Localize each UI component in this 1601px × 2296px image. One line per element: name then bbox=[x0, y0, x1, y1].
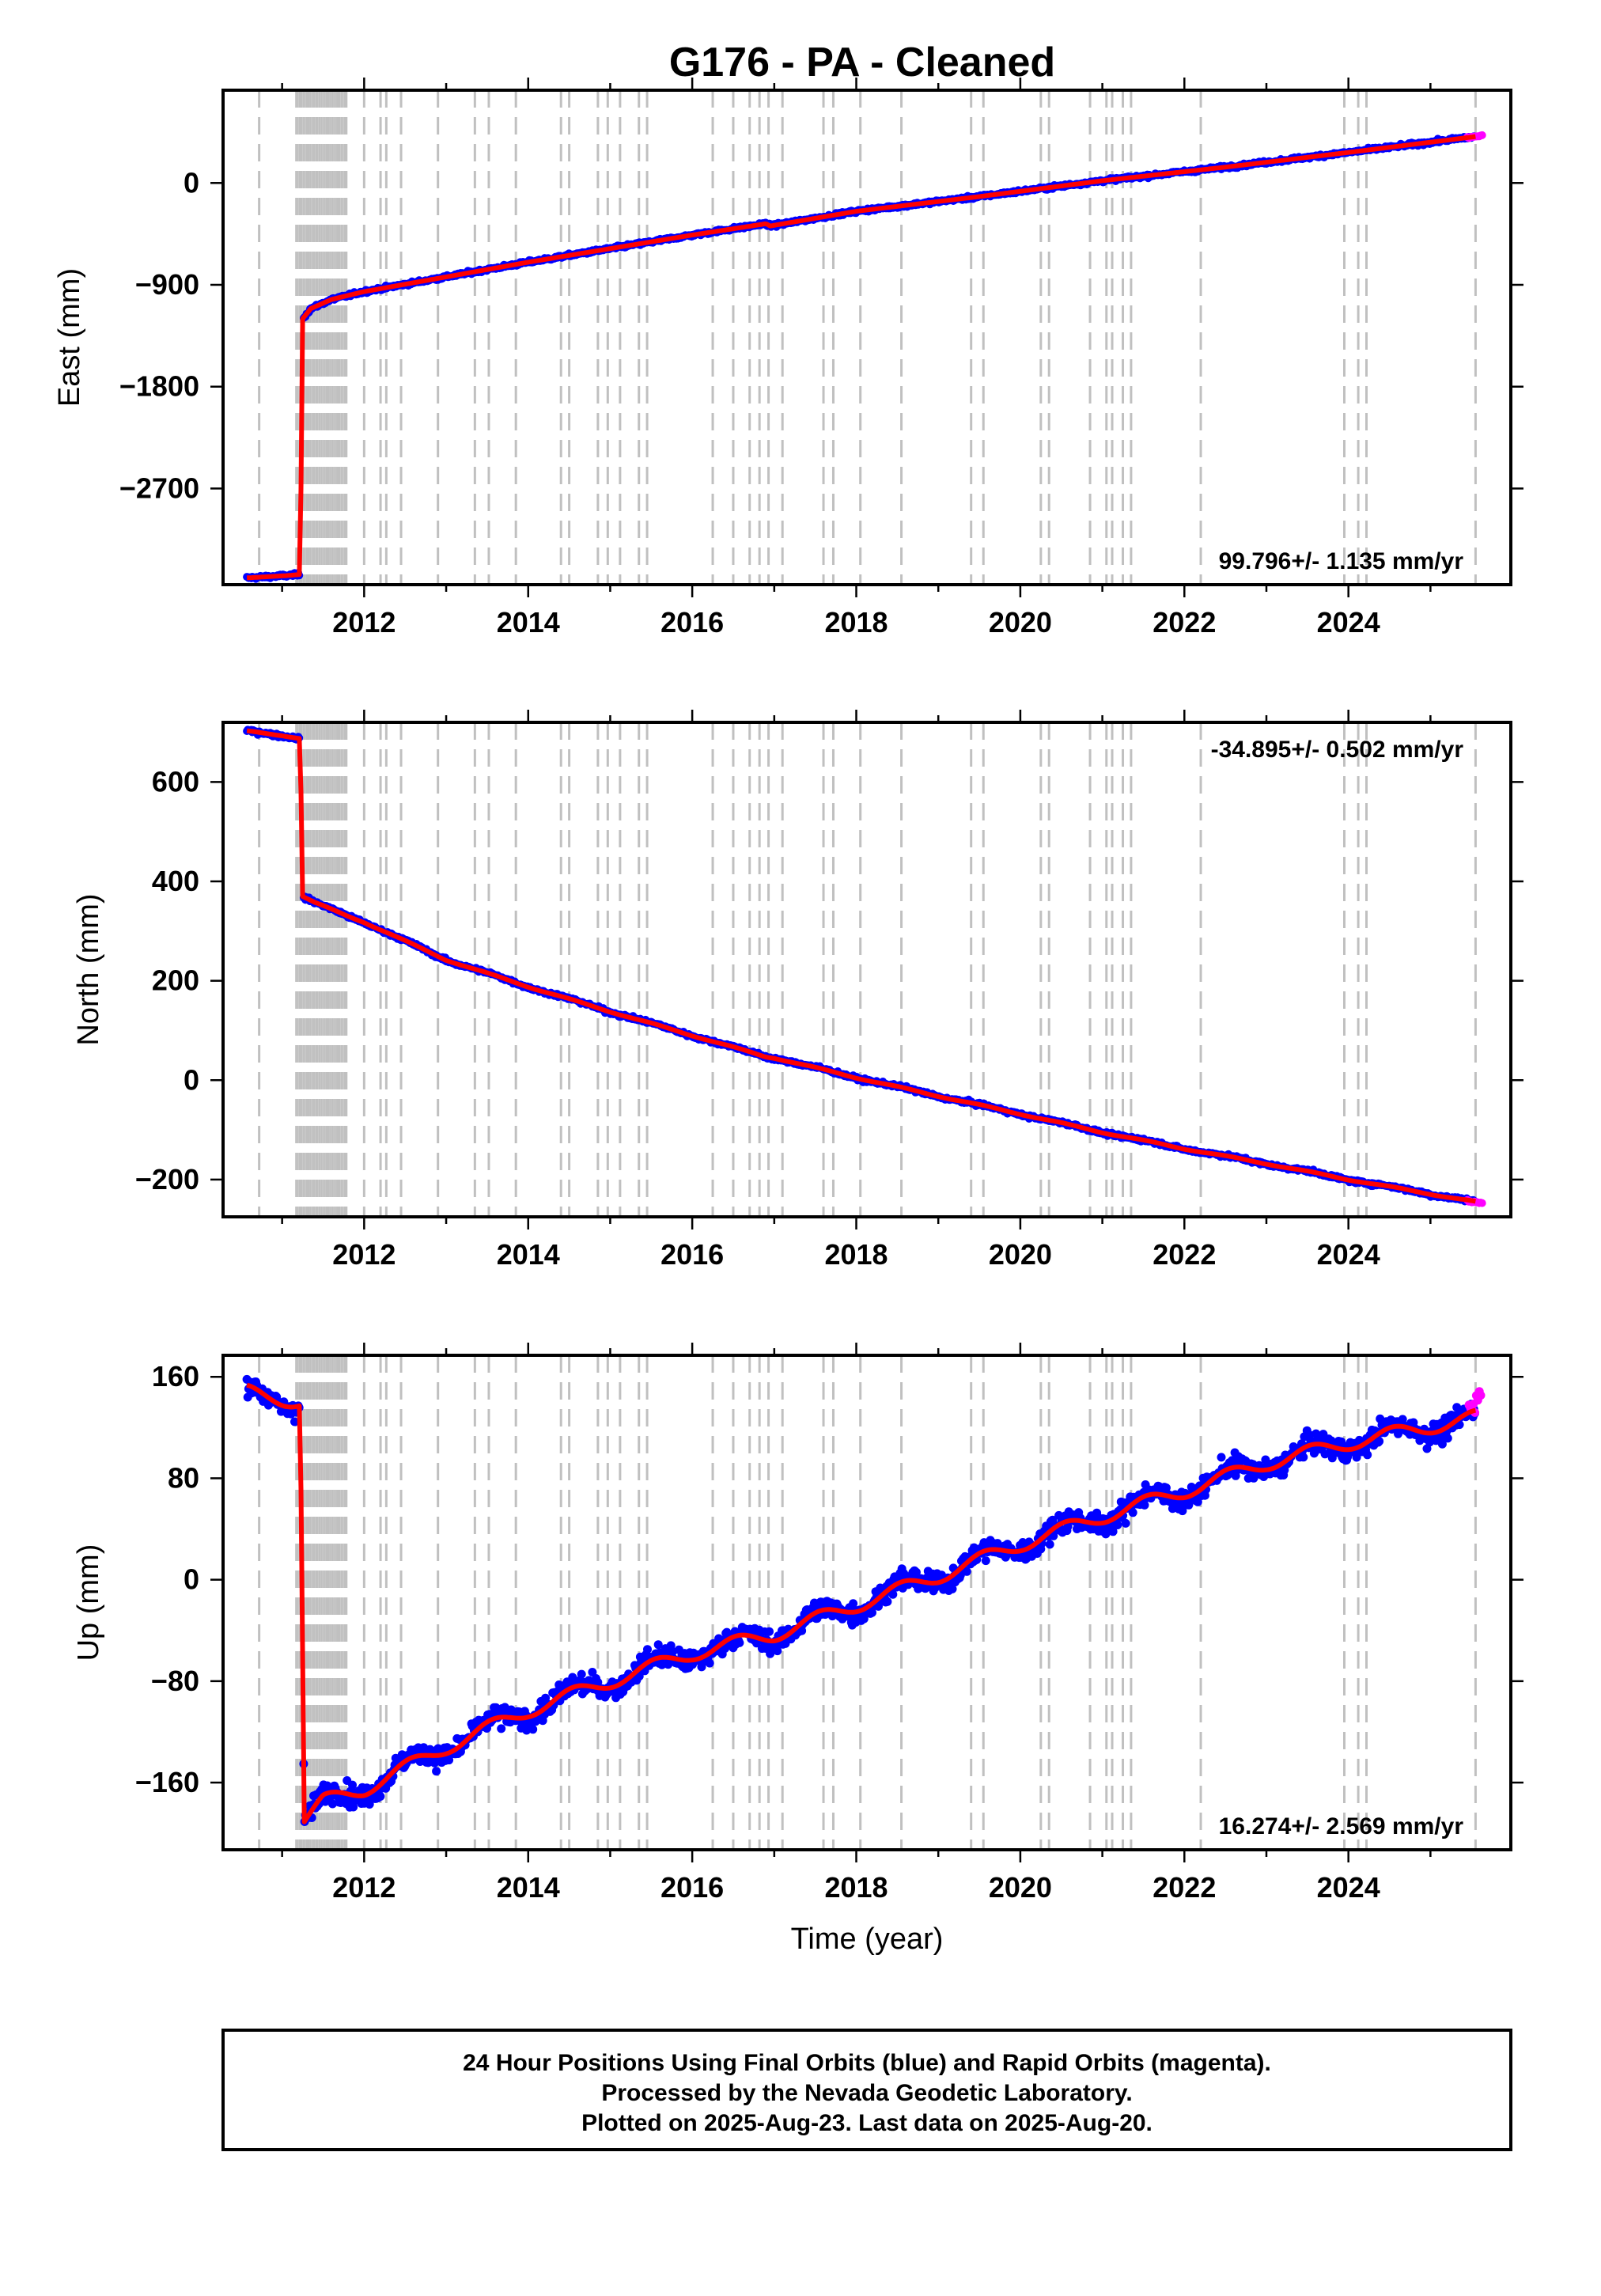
footer-line-2: Processed by the Nevada Geodetic Laborat… bbox=[601, 2080, 1132, 2106]
x-tick-label: 2014 bbox=[497, 1238, 560, 1271]
x-tick-label: 2022 bbox=[1152, 606, 1216, 638]
x-tick-label: 2012 bbox=[332, 1871, 396, 1904]
model-fit-line bbox=[246, 728, 1477, 1204]
y-axis-label: East (mm) bbox=[53, 268, 86, 407]
x-axis-label: Time (year) bbox=[791, 1923, 944, 1956]
y-tick-label: −2700 bbox=[119, 472, 199, 504]
y-tick-label: 0 bbox=[184, 1063, 199, 1096]
y-tick-label: 0 bbox=[184, 1563, 199, 1596]
x-tick-label: 2020 bbox=[989, 1238, 1052, 1271]
data-point bbox=[981, 1556, 990, 1566]
data-point bbox=[348, 1780, 357, 1790]
plot-frame bbox=[221, 721, 1512, 1218]
plot-area bbox=[243, 90, 1486, 585]
event-lines bbox=[258, 1355, 1477, 1850]
x-tick-label: 2018 bbox=[824, 1238, 888, 1271]
x-tick-label: 2016 bbox=[660, 606, 724, 638]
y-tick-label: −1800 bbox=[119, 370, 199, 403]
x-tick-label: 2024 bbox=[1317, 1871, 1380, 1904]
data-point bbox=[883, 1597, 892, 1606]
east-panel: 2012 2014 2016 2018 2020 2022 2024 0 −900 −1800 −2… bbox=[53, 78, 1523, 638]
rate-annotation: 16.274+/- 2.569 mm/yr bbox=[1219, 1813, 1464, 1839]
data-point bbox=[290, 1417, 299, 1426]
plot-area bbox=[243, 722, 1486, 1217]
data-point bbox=[1299, 1453, 1308, 1462]
y-tick-label: −80 bbox=[151, 1665, 199, 1697]
rate-annotation: -34.895+/- 0.502 mm/yr bbox=[1211, 737, 1464, 763]
x-tick-label: 2024 bbox=[1317, 1238, 1380, 1271]
data-point bbox=[1478, 1199, 1486, 1207]
x-tick-label: 2024 bbox=[1317, 606, 1380, 638]
data-point bbox=[1217, 1453, 1226, 1462]
y-tick-label: 160 bbox=[152, 1360, 199, 1392]
data-point bbox=[643, 1645, 652, 1654]
data-point bbox=[1363, 1450, 1372, 1460]
y-tick-label: 0 bbox=[184, 166, 199, 199]
north-panel: 2012 2014 2016 2018 2020 2022 2024 600 400 200 0 −2… bbox=[72, 710, 1523, 1271]
data-point bbox=[376, 1792, 385, 1801]
footer-line-3: Plotted on 2025-Aug-23. Last data on 202… bbox=[581, 2110, 1152, 2136]
data-point bbox=[735, 1638, 744, 1647]
y-tick-label: 200 bbox=[152, 964, 199, 997]
x-tick-label: 2014 bbox=[497, 606, 560, 638]
data-point bbox=[1113, 1521, 1122, 1529]
y-axis-label: Up (mm) bbox=[72, 1544, 105, 1661]
footer-line-1: 24 Hour Positions Using Final Orbits (bl… bbox=[463, 2050, 1271, 2076]
event-lines bbox=[258, 722, 1477, 1217]
x-tick-label: 2022 bbox=[1152, 1871, 1216, 1904]
rate-annotation: 99.796+/- 1.135 mm/yr bbox=[1219, 548, 1464, 574]
data-point bbox=[1478, 131, 1486, 139]
plot-area bbox=[242, 1355, 1486, 1850]
x-tick-label: 2022 bbox=[1152, 1238, 1216, 1271]
x-tick-label: 2018 bbox=[824, 1871, 888, 1904]
plot-frame bbox=[221, 89, 1512, 586]
data-point bbox=[497, 1724, 506, 1733]
y-tick-label: −200 bbox=[135, 1163, 199, 1195]
footer-box: 24 Hour Positions Using Final Orbits (bl… bbox=[221, 2029, 1512, 2151]
data-point bbox=[1045, 1540, 1054, 1549]
data-point bbox=[1128, 1508, 1137, 1517]
y-tick-label: 400 bbox=[152, 865, 199, 897]
y-tick-label: −160 bbox=[135, 1766, 199, 1798]
data-point bbox=[1140, 1500, 1149, 1510]
data-point bbox=[765, 1627, 774, 1636]
model-fit-line bbox=[246, 134, 1477, 581]
data-point bbox=[1476, 1391, 1486, 1400]
event-lines bbox=[258, 90, 1477, 585]
data-point bbox=[1443, 1434, 1452, 1443]
chart-title: G176 - PA - Cleaned bbox=[669, 40, 1055, 85]
x-tick-label: 2016 bbox=[660, 1871, 724, 1904]
x-tick-label: 2012 bbox=[332, 1238, 396, 1271]
x-tick-label: 2020 bbox=[989, 1871, 1052, 1904]
data-point bbox=[528, 1725, 538, 1734]
x-tick-label: 2018 bbox=[824, 606, 888, 638]
data-point bbox=[705, 1658, 714, 1668]
y-tick-label: 600 bbox=[152, 765, 199, 798]
data-point bbox=[1121, 1518, 1130, 1528]
x-tick-label: 2012 bbox=[332, 606, 396, 638]
x-tick-label: 2016 bbox=[660, 1238, 724, 1271]
x-tick-label: 2020 bbox=[989, 606, 1052, 638]
x-tick-label: 2014 bbox=[497, 1871, 560, 1904]
data-point bbox=[432, 1767, 441, 1776]
data-point bbox=[349, 1802, 358, 1812]
y-axis-label: North (mm) bbox=[72, 893, 105, 1045]
y-tick-label: 80 bbox=[168, 1461, 199, 1494]
data-point bbox=[577, 1669, 586, 1679]
y-tick-label: −900 bbox=[135, 268, 199, 301]
up-panel: 2012 2014 2016 2018 2020 2022 2024 160 80 0 −80 −16… bbox=[72, 1343, 1523, 1956]
